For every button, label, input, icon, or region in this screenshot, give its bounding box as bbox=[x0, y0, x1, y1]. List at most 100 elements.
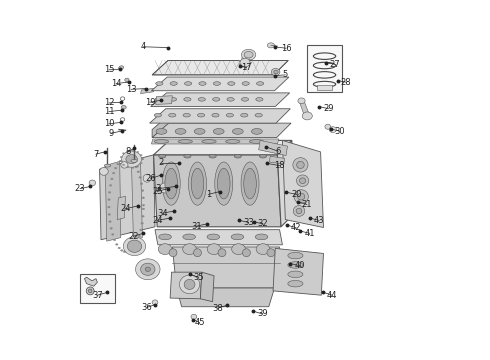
Text: 22: 22 bbox=[128, 232, 139, 241]
Text: 39: 39 bbox=[257, 309, 268, 318]
Ellipse shape bbox=[297, 193, 305, 200]
Ellipse shape bbox=[202, 140, 216, 143]
Text: 35: 35 bbox=[193, 273, 203, 282]
Polygon shape bbox=[153, 140, 292, 155]
Ellipse shape bbox=[156, 129, 167, 134]
Ellipse shape bbox=[288, 271, 303, 278]
Ellipse shape bbox=[121, 105, 126, 109]
Text: 34: 34 bbox=[158, 209, 168, 217]
Text: 20: 20 bbox=[292, 190, 302, 199]
Polygon shape bbox=[273, 248, 323, 295]
Ellipse shape bbox=[244, 51, 253, 58]
Text: 30: 30 bbox=[334, 126, 344, 135]
Text: 3: 3 bbox=[155, 184, 161, 193]
Ellipse shape bbox=[245, 67, 247, 68]
Text: 19: 19 bbox=[145, 98, 155, 107]
Ellipse shape bbox=[268, 43, 274, 48]
Ellipse shape bbox=[191, 168, 204, 199]
Ellipse shape bbox=[137, 166, 139, 167]
Ellipse shape bbox=[122, 153, 124, 154]
Text: 16: 16 bbox=[281, 44, 292, 53]
Ellipse shape bbox=[245, 57, 247, 58]
Ellipse shape bbox=[113, 239, 116, 241]
Ellipse shape bbox=[194, 129, 205, 134]
Ellipse shape bbox=[156, 82, 163, 85]
Ellipse shape bbox=[242, 98, 248, 101]
Ellipse shape bbox=[89, 180, 96, 186]
Ellipse shape bbox=[178, 140, 193, 143]
Ellipse shape bbox=[158, 244, 172, 255]
Ellipse shape bbox=[140, 183, 143, 185]
Ellipse shape bbox=[239, 60, 240, 62]
Ellipse shape bbox=[207, 234, 220, 240]
Ellipse shape bbox=[227, 98, 234, 101]
Ellipse shape bbox=[288, 280, 303, 287]
Ellipse shape bbox=[137, 171, 140, 173]
Ellipse shape bbox=[160, 183, 171, 193]
Ellipse shape bbox=[255, 113, 262, 117]
Text: 27: 27 bbox=[329, 60, 340, 69]
Ellipse shape bbox=[131, 159, 137, 162]
Text: 33: 33 bbox=[243, 218, 254, 227]
Ellipse shape bbox=[241, 113, 248, 117]
Text: 15: 15 bbox=[104, 65, 114, 74]
Ellipse shape bbox=[139, 176, 141, 178]
Text: 18: 18 bbox=[274, 161, 285, 170]
Ellipse shape bbox=[143, 174, 151, 182]
Ellipse shape bbox=[132, 150, 134, 151]
Ellipse shape bbox=[183, 113, 190, 117]
Ellipse shape bbox=[109, 184, 112, 186]
Ellipse shape bbox=[198, 98, 205, 101]
Text: 8: 8 bbox=[125, 148, 130, 156]
Ellipse shape bbox=[243, 249, 250, 257]
Ellipse shape bbox=[137, 151, 139, 153]
Polygon shape bbox=[176, 288, 274, 307]
Ellipse shape bbox=[108, 192, 111, 193]
Ellipse shape bbox=[141, 158, 144, 160]
Ellipse shape bbox=[218, 168, 230, 199]
Text: 9: 9 bbox=[108, 129, 114, 138]
Ellipse shape bbox=[127, 158, 130, 160]
Ellipse shape bbox=[179, 275, 199, 294]
Text: 24: 24 bbox=[120, 204, 131, 213]
Ellipse shape bbox=[213, 98, 220, 101]
Ellipse shape bbox=[88, 289, 92, 293]
Ellipse shape bbox=[134, 244, 136, 246]
Ellipse shape bbox=[108, 206, 110, 208]
Ellipse shape bbox=[184, 279, 195, 289]
Ellipse shape bbox=[296, 175, 309, 186]
Polygon shape bbox=[132, 163, 143, 240]
Ellipse shape bbox=[250, 62, 251, 63]
Ellipse shape bbox=[271, 68, 280, 76]
Ellipse shape bbox=[183, 234, 196, 240]
Polygon shape bbox=[151, 93, 290, 107]
Text: 45: 45 bbox=[195, 318, 205, 327]
Polygon shape bbox=[152, 123, 291, 138]
Ellipse shape bbox=[124, 158, 127, 159]
Ellipse shape bbox=[256, 98, 263, 101]
Ellipse shape bbox=[197, 113, 205, 117]
Ellipse shape bbox=[249, 140, 264, 143]
Ellipse shape bbox=[145, 267, 150, 271]
Ellipse shape bbox=[231, 234, 244, 240]
Text: 32: 32 bbox=[258, 219, 269, 228]
Ellipse shape bbox=[189, 162, 206, 205]
Ellipse shape bbox=[141, 190, 144, 192]
Ellipse shape bbox=[154, 113, 162, 117]
Ellipse shape bbox=[215, 162, 233, 205]
Ellipse shape bbox=[299, 178, 306, 184]
Ellipse shape bbox=[121, 162, 128, 168]
Ellipse shape bbox=[130, 159, 132, 161]
Polygon shape bbox=[270, 156, 285, 164]
Ellipse shape bbox=[108, 199, 110, 201]
Text: 23: 23 bbox=[75, 184, 85, 193]
Ellipse shape bbox=[119, 66, 123, 69]
Ellipse shape bbox=[240, 58, 250, 67]
Ellipse shape bbox=[121, 249, 123, 251]
Ellipse shape bbox=[288, 262, 303, 268]
Ellipse shape bbox=[126, 154, 137, 163]
Text: 31: 31 bbox=[192, 222, 202, 231]
Ellipse shape bbox=[123, 237, 146, 256]
Ellipse shape bbox=[169, 113, 176, 117]
Ellipse shape bbox=[249, 59, 250, 60]
